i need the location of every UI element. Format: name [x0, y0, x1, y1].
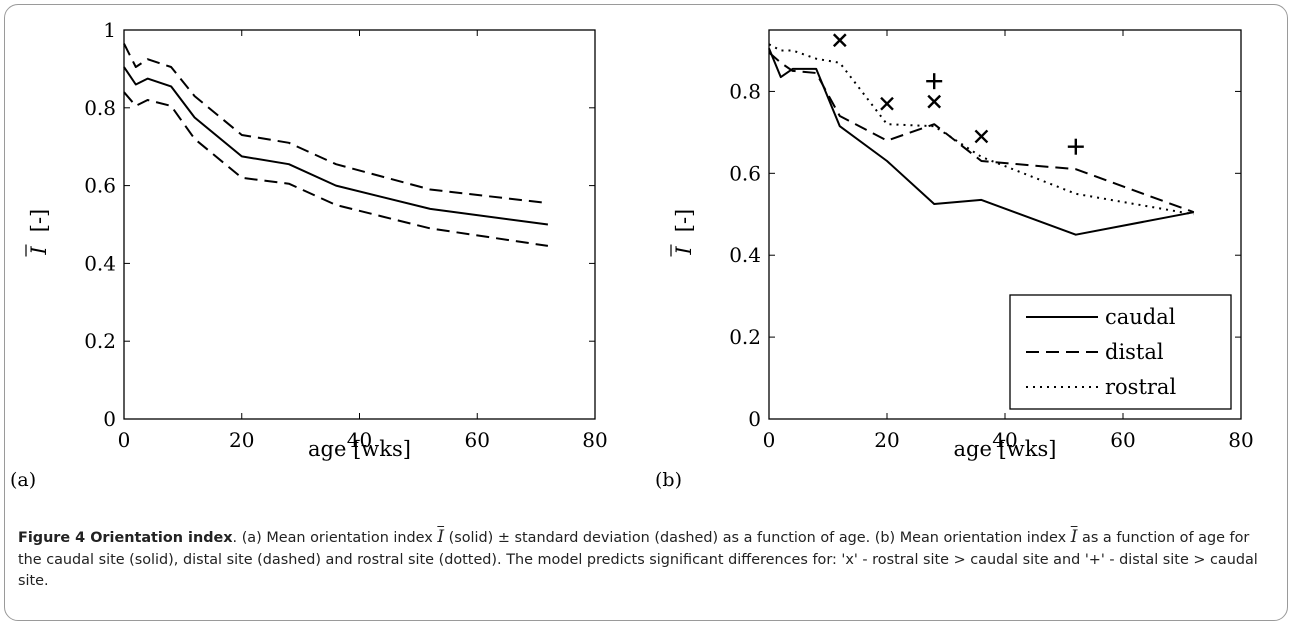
panel-label: (b) [655, 469, 682, 491]
x-marker [880, 96, 894, 111]
panel-a: 0 20 40 60 80 0 0.2 0.4 0.6 0.8 1 age [wks] I [-] (a) [10, 18, 608, 491]
x-tick-label: 20 [874, 428, 899, 452]
x-marker [974, 129, 989, 144]
legend-label-distal: distal [1105, 340, 1164, 364]
caption-symbol-2: I [1070, 527, 1078, 547]
y-tick-label: 0.2 [729, 325, 761, 349]
y-axis-title: I [-] [670, 209, 696, 257]
y-tick-label: 0.8 [84, 96, 116, 120]
series-line-rostral [768, 43, 1194, 216]
series-line-dashed-2 [123, 91, 549, 247]
x-axis-title: age [wks] [954, 437, 1057, 461]
series-line-distal [768, 51, 1195, 214]
x-tick-label: 20 [229, 428, 254, 452]
x-tick-label: 40 [992, 428, 1017, 452]
x-tick-label: 0 [763, 428, 776, 452]
y-tick-label: 1 [103, 18, 116, 42]
y-axis-unit: [-] [27, 209, 51, 232]
x-tick-label: 60 [1110, 428, 1135, 452]
legend-label-caudal: caudal [1105, 305, 1176, 329]
panel-b: 0 20 40 60 80 0 0.2 0.4 0.6 0.8 age [wks] I [-] (b) ca… [655, 29, 1254, 491]
y-tick-label: 0 [748, 407, 761, 431]
y-axis-unit: [-] [672, 209, 696, 232]
y-axis-symbol: I [27, 246, 51, 256]
y-tick-label: 0.8 [729, 79, 761, 103]
y-tick-label: 0.2 [84, 329, 116, 353]
caption-title: Figure 4 Orientation index [18, 530, 233, 546]
x-tick-label: 80 [582, 428, 607, 452]
x-tick-label: 60 [465, 428, 490, 452]
series-line-caudal [768, 48, 1194, 236]
x-tick-label: 80 [1228, 428, 1253, 452]
x-marker [927, 94, 942, 109]
series-line-dashed-1 [123, 43, 549, 205]
legend-label-rostral: rostral [1105, 375, 1176, 399]
figure-caption: Figure 4 Orientation index. (a) Mean ori… [18, 527, 1276, 593]
x-tick-label: 0 [118, 428, 131, 452]
y-tick-label: 0.4 [729, 243, 761, 267]
y-tick-label: 0 [103, 407, 116, 431]
plus-marker [926, 73, 943, 90]
plus-marker [1067, 138, 1084, 155]
x-marker-stroke [974, 129, 989, 144]
plot-frame [123, 29, 596, 420]
y-tick-label: 0.6 [84, 174, 116, 198]
x-tick-label: 40 [347, 428, 372, 452]
series-line-solid-0 [123, 66, 549, 226]
caption-text-3: as a function of age for the caudal site… [18, 530, 1258, 589]
y-axis-symbol: I [672, 246, 696, 256]
x-marker [832, 33, 847, 48]
y-tick-label: 0.4 [84, 251, 116, 275]
panel-label: (a) [10, 469, 36, 491]
x-marker-stroke [927, 94, 942, 109]
caption-symbol-1: I [437, 527, 445, 547]
y-tick-label: 0.6 [729, 161, 761, 185]
y-axis-title: I [-] [25, 209, 51, 257]
x-marker-stroke [832, 33, 847, 48]
caption-text-2: (solid) ± standard deviation (dashed) as… [444, 530, 1071, 546]
x-axis-title: age [wks] [308, 437, 411, 461]
legend: caudal distal rostral [1009, 294, 1232, 410]
x-marker-stroke [880, 96, 894, 111]
caption-text-1: . (a) Mean orientation index [232, 530, 438, 546]
